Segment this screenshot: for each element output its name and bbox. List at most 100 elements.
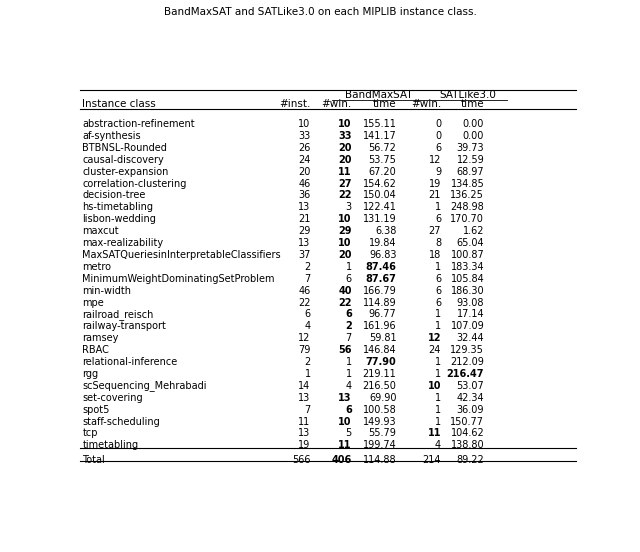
Text: rgg: rgg [83,369,99,379]
Text: 56: 56 [339,345,352,355]
Text: decision-tree: decision-tree [83,190,146,200]
Text: spot5: spot5 [83,405,110,415]
Text: 12: 12 [428,333,441,343]
Text: 216.47: 216.47 [447,369,484,379]
Text: 1: 1 [435,417,441,427]
Text: 4: 4 [435,440,441,450]
Text: 27: 27 [339,178,352,189]
Text: maxcut: maxcut [83,226,119,236]
Text: relational-inference: relational-inference [83,357,178,367]
Text: 79: 79 [298,345,310,355]
Text: 24: 24 [429,345,441,355]
Text: 2: 2 [345,321,352,331]
Text: Instance class: Instance class [83,99,156,109]
Text: set-covering: set-covering [83,393,143,403]
Text: 1: 1 [435,405,441,415]
Text: 7: 7 [305,274,310,284]
Text: BandMaxSAT and SATLike3.0 on each MIPLIB instance class.: BandMaxSAT and SATLike3.0 on each MIPLIB… [164,7,476,17]
Text: 36.09: 36.09 [457,405,484,415]
Text: 19.84: 19.84 [369,238,396,248]
Text: hs-timetabling: hs-timetabling [83,203,154,213]
Text: 6: 6 [435,274,441,284]
Text: 10: 10 [428,381,441,391]
Text: 107.09: 107.09 [451,321,484,331]
Text: 146.84: 146.84 [363,345,396,355]
Text: 6: 6 [345,405,352,415]
Text: 150.77: 150.77 [451,417,484,427]
Text: lisbon-wedding: lisbon-wedding [83,214,156,224]
Text: 6: 6 [435,214,441,224]
Text: 104.62: 104.62 [451,428,484,438]
Text: 6: 6 [305,310,310,320]
Text: 87.67: 87.67 [365,274,396,284]
Text: 13: 13 [339,393,352,403]
Text: 7: 7 [346,333,352,343]
Text: 40: 40 [339,286,352,296]
Text: 21: 21 [298,214,310,224]
Text: 114.89: 114.89 [363,298,396,307]
Text: time: time [373,99,396,109]
Text: 9: 9 [435,167,441,177]
Text: #win.: #win. [411,99,441,109]
Text: 1: 1 [435,310,441,320]
Text: 53.07: 53.07 [456,381,484,391]
Text: 1: 1 [305,369,310,379]
Text: 11: 11 [298,417,310,427]
Text: 129.35: 129.35 [451,345,484,355]
Text: 12: 12 [429,155,441,164]
Text: MaxSATQueriesinInterpretableClassifiers: MaxSATQueriesinInterpretableClassifiers [83,250,281,260]
Text: 12.59: 12.59 [456,155,484,164]
Text: 29: 29 [339,226,352,236]
Text: MinimumWeightDominatingSetProblem: MinimumWeightDominatingSetProblem [83,274,275,284]
Text: 68.97: 68.97 [456,167,484,177]
Text: #win.: #win. [321,99,352,109]
Text: railway-transport: railway-transport [83,321,166,331]
Text: 11: 11 [428,428,441,438]
Text: 20: 20 [339,155,352,164]
Text: 154.62: 154.62 [363,178,396,189]
Text: 138.80: 138.80 [451,440,484,450]
Text: 22: 22 [339,190,352,200]
Text: 2: 2 [305,262,310,272]
Text: SATLike3.0: SATLike3.0 [439,90,496,100]
Text: 212.09: 212.09 [451,357,484,367]
Text: 6: 6 [435,298,441,307]
Text: min-width: min-width [83,286,131,296]
Text: 3: 3 [346,203,352,213]
Text: 170.70: 170.70 [451,214,484,224]
Text: 4: 4 [346,381,352,391]
Text: 4: 4 [305,321,310,331]
Text: 46: 46 [298,178,310,189]
Text: 10: 10 [339,238,352,248]
Text: 8: 8 [435,238,441,248]
Text: 134.85: 134.85 [451,178,484,189]
Text: staff-scheduling: staff-scheduling [83,417,160,427]
Text: 105.84: 105.84 [451,274,484,284]
Text: correlation-clustering: correlation-clustering [83,178,187,189]
Text: 19: 19 [298,440,310,450]
Text: 1: 1 [346,369,352,379]
Text: time: time [461,99,484,109]
Text: 13: 13 [298,428,310,438]
Text: 13: 13 [298,238,310,248]
Text: 10: 10 [339,417,352,427]
Text: 29: 29 [298,226,310,236]
Text: 96.83: 96.83 [369,250,396,260]
Text: 199.74: 199.74 [363,440,396,450]
Text: 65.04: 65.04 [456,238,484,248]
Text: Total: Total [83,455,105,465]
Text: 59.81: 59.81 [369,333,396,343]
Text: 1: 1 [435,369,441,379]
Text: 6: 6 [346,274,352,284]
Text: 219.11: 219.11 [363,369,396,379]
Text: 7: 7 [305,405,310,415]
Text: 89.22: 89.22 [456,455,484,465]
Text: 55.79: 55.79 [369,428,396,438]
Text: 69.90: 69.90 [369,393,396,403]
Text: 21: 21 [429,190,441,200]
Text: 0: 0 [435,119,441,129]
Text: 46: 46 [298,286,310,296]
Text: scSequencing_Mehrabadi: scSequencing_Mehrabadi [83,380,207,391]
Text: max-realizability: max-realizability [83,238,164,248]
Text: 87.46: 87.46 [365,262,396,272]
